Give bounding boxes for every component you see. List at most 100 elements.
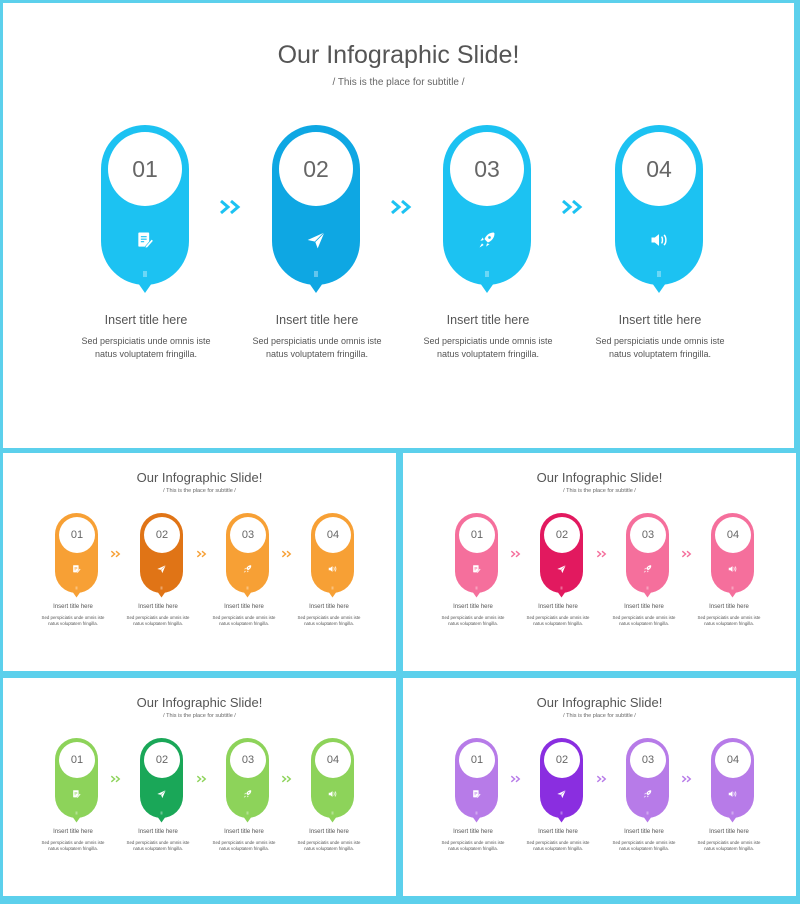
item-desc-line: natus voluptatem fringilla. bbox=[94, 349, 198, 360]
note-edit-icon bbox=[130, 230, 160, 250]
double-chevron-icon bbox=[595, 774, 609, 784]
step-02: 02 Insert title here Sed perspiciatis unde… bbox=[232, 123, 402, 363]
slide-subtitle: / This is the place for subtitle / bbox=[163, 713, 236, 719]
item-title: Insert title here bbox=[538, 829, 578, 835]
item-desc-line: natus voluptatem fringilla. bbox=[448, 621, 498, 627]
speaker-icon bbox=[644, 230, 674, 250]
item-desc-line: Sed perspiciatis unde omnis iste bbox=[41, 840, 105, 845]
step-02: 02 Insert title here Sed perspiciatis unde… bbox=[515, 511, 601, 636]
item-desc-line: Sed perspiciatis unde omnis iste bbox=[41, 615, 105, 620]
rocket-icon bbox=[640, 789, 655, 799]
double-chevron-icon bbox=[216, 197, 246, 217]
item-description: Sed perspiciatis unde omnis iste natus vo… bbox=[403, 335, 573, 361]
step-number: 02 bbox=[544, 742, 580, 778]
arrow-down-icon bbox=[244, 585, 251, 598]
item-title: Insert title here bbox=[309, 829, 349, 835]
item-title: Insert title here bbox=[538, 604, 578, 610]
rocket-icon bbox=[640, 564, 655, 574]
step-number: 03 bbox=[230, 517, 266, 553]
item-desc-line: natus voluptatem fringilla. bbox=[448, 846, 498, 852]
item-title: Insert title here bbox=[224, 604, 264, 610]
item-desc-line: Sed perspiciatis unde omnis iste bbox=[81, 336, 211, 346]
item-desc-line: Sed perspiciatis unde omnis iste bbox=[252, 336, 382, 346]
item-title: Insert title here bbox=[138, 829, 178, 835]
double-chevron-icon bbox=[509, 549, 523, 559]
item-desc-line: natus voluptatem fringilla. bbox=[619, 846, 669, 852]
item-description: Sed perspiciatis unde omnis iste natus vo… bbox=[515, 615, 601, 628]
step-04: 04 Insert title here Sed perspiciatis unde… bbox=[286, 511, 372, 636]
item-desc-line: Sed perspiciatis unde omnis iste bbox=[297, 840, 361, 845]
step-02: 02 Insert title here Sed perspiciatis unde… bbox=[115, 511, 201, 636]
orange-slide: Our Infographic Slide! / This is the pla… bbox=[3, 453, 396, 671]
step-02: 02 Insert title here Sed perspiciatis unde… bbox=[115, 736, 201, 861]
slide-title: Our Infographic Slide! bbox=[536, 470, 663, 485]
item-desc-line: Sed perspiciatis unde omnis iste bbox=[126, 840, 190, 845]
speaker-icon bbox=[325, 564, 340, 574]
step-number: 03 bbox=[630, 517, 666, 553]
slide-title: Our Infographic Slide! bbox=[136, 470, 263, 485]
paper-plane-icon bbox=[154, 789, 169, 799]
step-number: 04 bbox=[315, 742, 351, 778]
note-edit-icon bbox=[469, 564, 484, 574]
double-chevron-icon bbox=[595, 549, 609, 559]
paper-plane-icon bbox=[554, 564, 569, 574]
step-number: 02 bbox=[144, 517, 180, 553]
step-01: 01 Insert title here Sed perspiciatis unde… bbox=[61, 123, 231, 363]
step-01: 01 Insert title here Sed perspiciatis unde… bbox=[430, 736, 516, 861]
item-description: Sed perspiciatis unde omnis iste natus vo… bbox=[201, 840, 287, 853]
item-desc-line: Sed perspiciatis unde omnis iste bbox=[526, 840, 590, 845]
arrow-down-icon bbox=[480, 271, 494, 293]
item-desc-line: Sed perspiciatis unde omnis iste bbox=[697, 615, 761, 620]
step-number: 04 bbox=[715, 742, 751, 778]
slide-title: Our Infographic Slide! bbox=[136, 695, 263, 710]
purple-slide: Our Infographic Slide! / This is the pla… bbox=[403, 678, 796, 896]
rocket-icon bbox=[240, 789, 255, 799]
item-desc-line: Sed perspiciatis unde omnis iste bbox=[441, 840, 505, 845]
slide-subtitle: / This is the place for subtitle / bbox=[163, 488, 236, 494]
item-title: Insert title here bbox=[624, 829, 664, 835]
arrow-down-icon bbox=[244, 810, 251, 823]
item-title: Insert title here bbox=[309, 604, 349, 610]
item-description: Sed perspiciatis unde omnis iste natus vo… bbox=[201, 615, 287, 628]
step-number: 01 bbox=[459, 742, 495, 778]
item-description: Sed perspiciatis unde omnis iste natus vo… bbox=[286, 840, 372, 853]
arrow-down-icon bbox=[558, 810, 565, 823]
double-chevron-icon bbox=[387, 197, 417, 217]
arrow-down-icon bbox=[158, 585, 165, 598]
step-number: 02 bbox=[144, 742, 180, 778]
green-slide: Our Infographic Slide! / This is the pla… bbox=[3, 678, 396, 896]
item-desc-line: Sed perspiciatis unde omnis iste bbox=[297, 615, 361, 620]
step-03: 03 Insert title here Sed perspiciatis unde… bbox=[403, 123, 573, 363]
step-number: 04 bbox=[622, 132, 696, 206]
arrow-down-icon bbox=[473, 585, 480, 598]
item-desc-line: natus voluptatem fringilla. bbox=[436, 349, 540, 360]
slide-title: Our Infographic Slide! bbox=[536, 695, 663, 710]
note-edit-icon bbox=[69, 789, 84, 799]
step-04: 04 Insert title here Sed perspiciatis unde… bbox=[686, 511, 772, 636]
rocket-icon bbox=[240, 564, 255, 574]
item-description: Sed perspiciatis unde omnis iste natus vo… bbox=[686, 615, 772, 628]
item-title: Insert title here bbox=[453, 604, 493, 610]
paper-plane-icon bbox=[554, 789, 569, 799]
step-04: 04 Insert title here Sed perspiciatis unde… bbox=[286, 736, 372, 861]
item-title: Insert title here bbox=[275, 313, 359, 327]
item-desc-line: natus voluptatem fringilla. bbox=[619, 621, 669, 627]
item-description: Sed perspiciatis unde omnis iste natus vo… bbox=[286, 615, 372, 628]
double-chevron-icon bbox=[280, 549, 294, 559]
item-desc-line: natus voluptatem fringilla. bbox=[219, 846, 269, 852]
step-03: 03 Insert title here Sed perspiciatis unde… bbox=[201, 511, 287, 636]
item-title: Insert title here bbox=[53, 604, 93, 610]
arrow-down-icon bbox=[558, 585, 565, 598]
double-chevron-icon bbox=[280, 774, 294, 784]
arrow-down-icon bbox=[652, 271, 666, 293]
arrow-down-icon bbox=[644, 810, 651, 823]
item-title: Insert title here bbox=[709, 604, 749, 610]
item-desc-line: Sed perspiciatis unde omnis iste bbox=[526, 615, 590, 620]
paper-plane-icon bbox=[301, 230, 331, 250]
note-edit-icon bbox=[69, 564, 84, 574]
slide-subtitle: / This is the place for subtitle / bbox=[332, 77, 465, 88]
item-desc-line: natus voluptatem fringilla. bbox=[304, 621, 354, 627]
step-02: 02 Insert title here Sed perspiciatis unde… bbox=[515, 736, 601, 861]
step-03: 03 Insert title here Sed perspiciatis unde… bbox=[601, 736, 687, 861]
speaker-icon bbox=[725, 789, 740, 799]
